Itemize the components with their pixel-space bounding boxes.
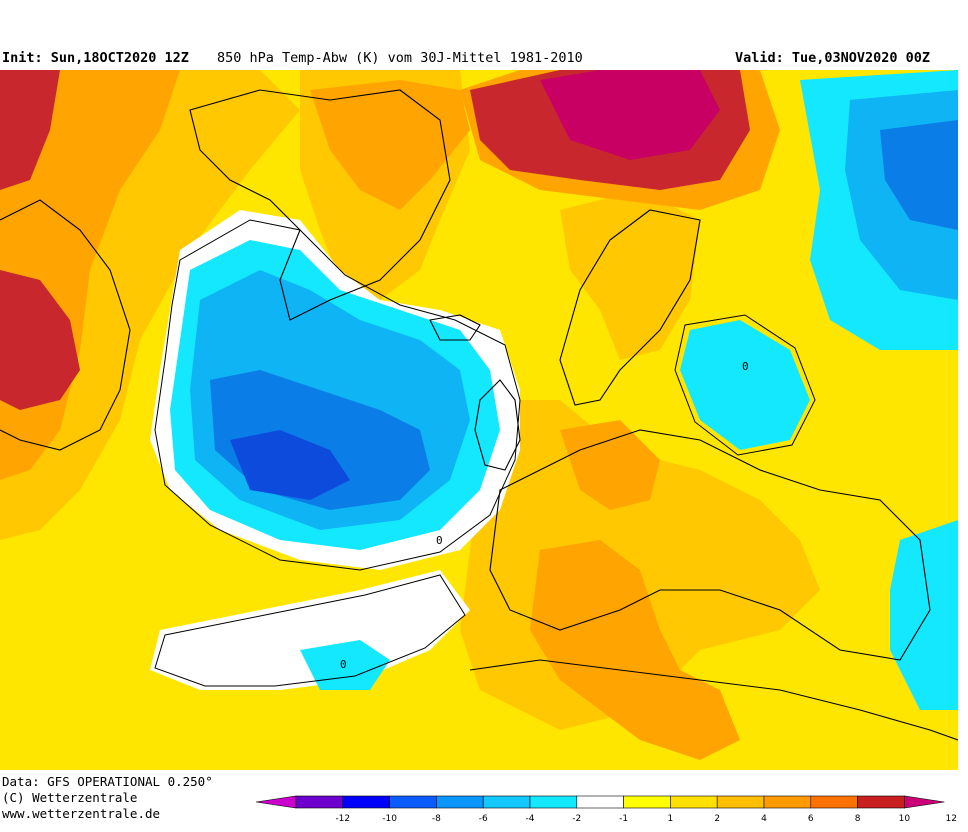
- coastline-scandinavia: [559, 209, 701, 406]
- field-blue-russia: [880, 120, 958, 230]
- zero-contour-east: [674, 314, 816, 456]
- legend-tick-label: -2: [572, 814, 581, 824]
- legend-tick-label: 10: [899, 814, 911, 824]
- field-cyan-east: [890, 520, 958, 710]
- field-red-northwest: [0, 70, 60, 190]
- legend-color-box: [295, 795, 344, 809]
- legend-color-box: [482, 795, 531, 809]
- field-gold-scandinavia: [560, 190, 700, 360]
- field-deepblue-atlantic: [230, 430, 350, 500]
- legend-color-box: [576, 795, 624, 809]
- field-red-canada: [0, 270, 80, 410]
- field-orange-iberia-med: [530, 540, 740, 760]
- zero-contour-atlantic: [154, 219, 521, 571]
- map-canvas: 0 0 0: [0, 70, 958, 770]
- field-cyan-eastern-europe: [680, 320, 810, 450]
- zero-contour-south: [154, 574, 466, 687]
- contour-label: 0: [436, 534, 443, 547]
- coastline-canada: [0, 199, 131, 451]
- coastline-europe: [489, 429, 931, 661]
- legend-color-box: [857, 795, 905, 809]
- temperature-anomaly-map: 0 0 0: [0, 70, 958, 770]
- legend-tick-label: -4: [526, 814, 535, 824]
- legend-tick-label: 2: [714, 814, 720, 824]
- website-label: www.wetterzentrale.de: [2, 806, 161, 821]
- map-title: 850 hPa Temp-Abw (K) vom 30J-Mittel 1981…: [217, 50, 583, 66]
- legend-tick-label: 1: [668, 814, 674, 824]
- legend-color-box: [529, 795, 578, 809]
- legend-color-box: [716, 795, 765, 809]
- color-legend: -12 -10 -8 -6 -4 -2 -1 1 2 4 6 8 10 12: [256, 795, 957, 824]
- legend-tick-label: -12: [335, 814, 350, 824]
- map-footer: Data: GFS OPERATIONAL 0.250° (C) Wetterz…: [0, 772, 968, 832]
- legend-color-box: [623, 795, 671, 809]
- legend-tick-label: 4: [761, 814, 767, 824]
- contour-label: 0: [340, 658, 347, 671]
- legend-tick-label: -10: [382, 814, 397, 824]
- field-magenta-arctic: [540, 70, 720, 160]
- coastline-greenland: [189, 89, 451, 321]
- legend-tick-label: -6: [479, 814, 488, 824]
- field-orange-central-europe: [560, 420, 660, 510]
- legend-color-box: [763, 795, 812, 809]
- field-cyan-subtropical: [300, 640, 390, 690]
- valid-time-label: Valid: Tue,03NOV2020 00Z: [735, 50, 931, 66]
- legend-tick-label: 6: [808, 814, 814, 824]
- legend-color-box: [670, 795, 718, 809]
- legend-color-box: [342, 795, 390, 809]
- legend-color-box: [389, 795, 437, 809]
- legend-tick-label: 8: [855, 814, 861, 824]
- init-time-label: Init: Sun,18OCT2020 12Z: [2, 50, 189, 66]
- coastline-iceland: [429, 314, 481, 341]
- legend-arrow-low: [256, 795, 297, 809]
- data-source-label: Data: GFS OPERATIONAL 0.250°: [2, 774, 213, 789]
- contour-label: 0: [742, 360, 749, 373]
- legend-tick-label: 12: [945, 814, 956, 824]
- map-header: Init: Sun,18OCT2020 12Z 850 hPa Temp-Abw…: [0, 0, 968, 70]
- coastline-north-africa: [469, 659, 958, 741]
- legend-color-box: [810, 795, 858, 809]
- legend-tick-label: -1: [619, 814, 628, 824]
- legend-tick-label: -8: [432, 814, 441, 824]
- copyright-label: (C) Wetterzentrale: [2, 790, 138, 805]
- legend-arrow-high: [904, 795, 945, 809]
- coastline-british-isles: [474, 379, 521, 471]
- legend-color-box: [436, 795, 484, 809]
